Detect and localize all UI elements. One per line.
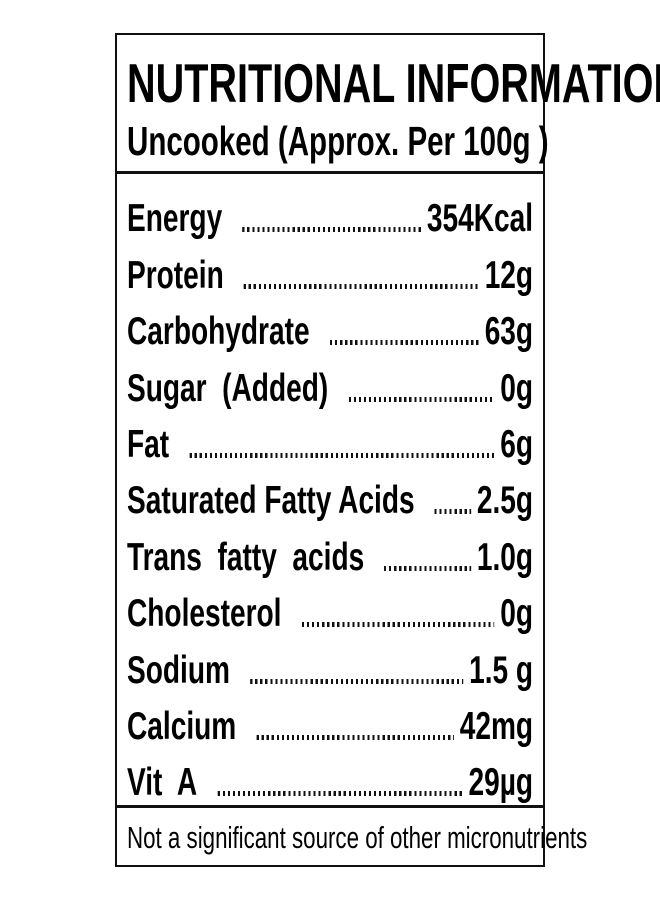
nutrient-row: Sugar (Added) 0g	[127, 354, 533, 410]
nutrient-row: Saturated Fatty Acids 2.5g	[127, 467, 533, 523]
nutrient-name: Carbohydrate	[127, 310, 310, 354]
footer-divider	[117, 805, 543, 808]
nutrient-value: 0g	[500, 366, 534, 410]
nutrition-label: NUTRITIONAL INFORMATION Uncooked (Approx…	[115, 33, 660, 867]
dot-leader	[250, 678, 464, 684]
nutrient-table: Energy 354Kcal Protein 12g Carbohydrate 63g Su…	[127, 185, 533, 805]
nutrient-row: Calcium 42mg	[127, 693, 533, 749]
dot-leader	[434, 509, 472, 515]
dot-leader	[256, 734, 454, 740]
dot-leader	[189, 452, 495, 458]
nutrient-name: Trans fatty acids	[127, 535, 365, 579]
nutrient-row: Cholesterol 0g	[127, 580, 533, 636]
nutrient-value: 354Kcal	[426, 197, 534, 241]
nutrient-name: Sodium	[127, 648, 230, 692]
nutrient-row: Energy 354Kcal	[127, 185, 533, 241]
header-divider	[117, 171, 543, 174]
dot-leader	[243, 283, 479, 289]
nutrient-value: 12g	[484, 253, 534, 297]
dot-leader	[301, 622, 495, 628]
nutrient-row: Fat 6g	[127, 411, 533, 467]
nutrient-value: 1.0g	[476, 535, 534, 579]
nutrient-value: 2.5g	[476, 479, 534, 523]
nutrient-value: 29µg	[468, 761, 534, 805]
nutrient-row: Protein 12g	[127, 241, 533, 297]
nutrient-value: 63g	[484, 310, 534, 354]
nutrient-name: Sugar (Added)	[127, 366, 329, 410]
nutrient-row: Trans fatty acids 1.0g	[127, 523, 533, 579]
dot-leader	[217, 791, 463, 797]
label-subtitle: Uncooked (Approx. Per 100g )	[127, 118, 549, 164]
nutrient-name: Protein	[127, 253, 224, 297]
nutrient-name: Fat	[127, 422, 170, 466]
nutrient-name: Calcium	[127, 704, 237, 748]
nutrient-value: 1.5 g	[469, 648, 534, 692]
dot-leader	[348, 396, 495, 402]
nutrient-value: 0g	[500, 592, 534, 636]
nutrient-value: 42mg	[459, 704, 534, 748]
nutrient-row: Sodium 1.5 g	[127, 636, 533, 692]
nutrient-name: Saturated Fatty Acids	[127, 479, 415, 523]
nutrient-name: Cholesterol	[127, 592, 282, 636]
nutrient-row: Carbohydrate 63g	[127, 298, 533, 354]
dot-leader	[242, 227, 422, 233]
nutrient-name: Vit A	[127, 761, 198, 805]
nutrient-value: 6g	[500, 422, 534, 466]
label-title: NUTRITIONAL INFORMATION	[127, 52, 660, 114]
nutrient-name: Energy	[127, 197, 223, 241]
nutrient-row: Vit A 29µg	[127, 749, 533, 805]
dot-leader	[384, 565, 472, 571]
label-footer: Not a significant source of other micron…	[127, 820, 588, 855]
dot-leader	[329, 340, 479, 346]
